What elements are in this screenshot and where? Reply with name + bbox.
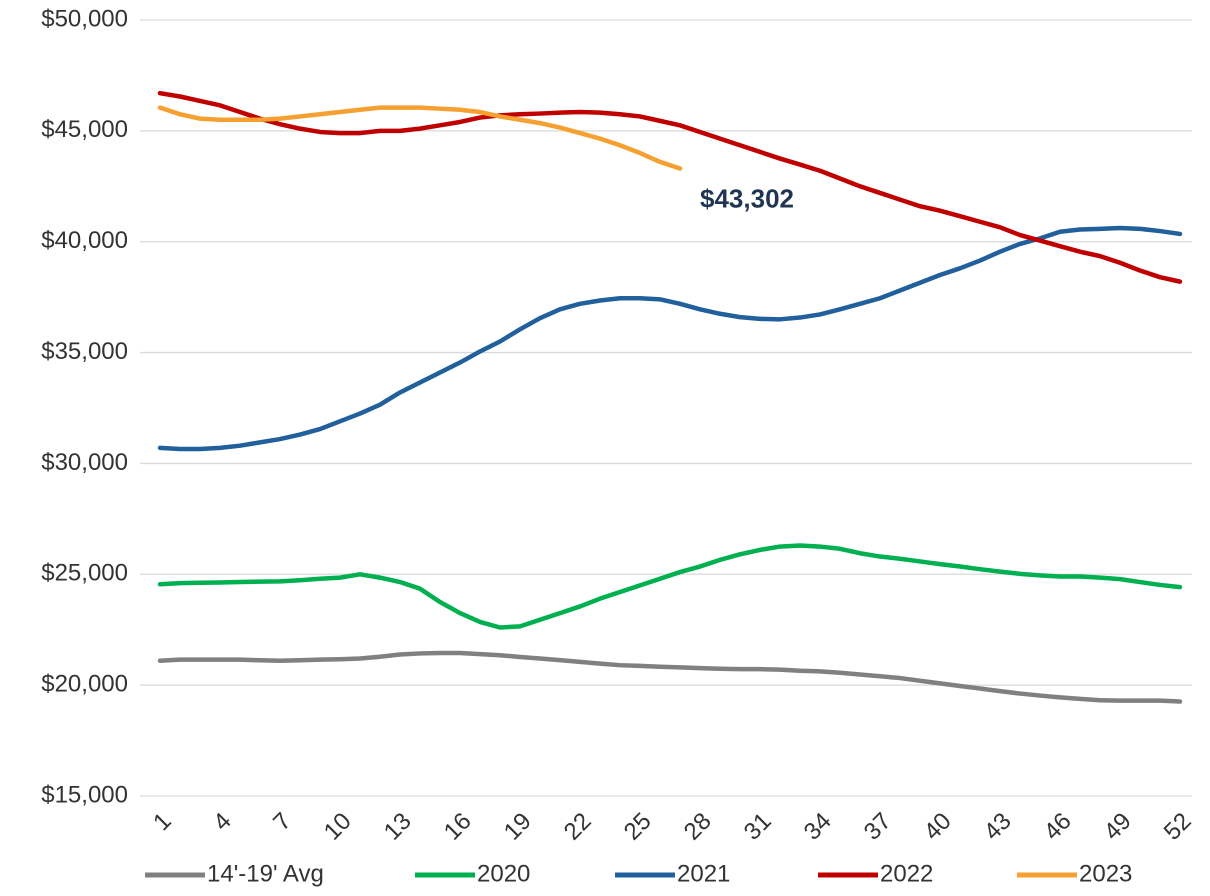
y-tick-label: $30,000	[41, 449, 128, 476]
y-tick-label: $50,000	[41, 5, 128, 32]
data-label: $43,302	[700, 183, 794, 213]
y-tick-label: $45,000	[41, 116, 128, 143]
x-tick-label: 46	[1039, 808, 1077, 846]
x-tick-label: 28	[679, 808, 717, 846]
legend-label: 2023	[1079, 860, 1132, 887]
x-tick-label: 13	[379, 808, 417, 846]
series-line	[157, 105, 683, 171]
series-line	[157, 650, 1183, 704]
x-tick-label: 43	[979, 808, 1017, 846]
x-tick-label: 7	[268, 808, 297, 837]
legend-label: 2022	[880, 860, 933, 887]
x-tick-label: 4	[208, 808, 237, 837]
x-tick-label: 22	[559, 808, 597, 846]
y-tick-label: $20,000	[41, 670, 128, 697]
x-tick-label: 34	[799, 808, 837, 846]
series-line	[157, 225, 1183, 452]
x-tick-label: 16	[439, 808, 477, 846]
y-tick-label: $35,000	[41, 338, 128, 365]
x-tick-label: 10	[319, 808, 357, 846]
x-tick-label: 19	[499, 808, 537, 846]
x-tick-label: 1	[148, 808, 177, 837]
y-tick-label: $15,000	[41, 781, 128, 808]
y-tick-label: $25,000	[41, 560, 128, 587]
x-tick-label: 49	[1099, 808, 1137, 846]
legend-label: 2021	[677, 860, 730, 887]
x-tick-label: 25	[619, 808, 657, 846]
y-tick-label: $40,000	[41, 227, 128, 254]
x-tick-label: 40	[919, 808, 957, 846]
x-tick-label: 37	[859, 808, 897, 846]
legend-label: 14'-19' Avg	[207, 860, 324, 887]
x-tick-label: 31	[739, 808, 777, 846]
x-tick-label: 52	[1159, 808, 1197, 846]
legend-label: 2020	[477, 860, 530, 887]
series-line	[157, 543, 1183, 630]
series-line	[157, 90, 1183, 284]
